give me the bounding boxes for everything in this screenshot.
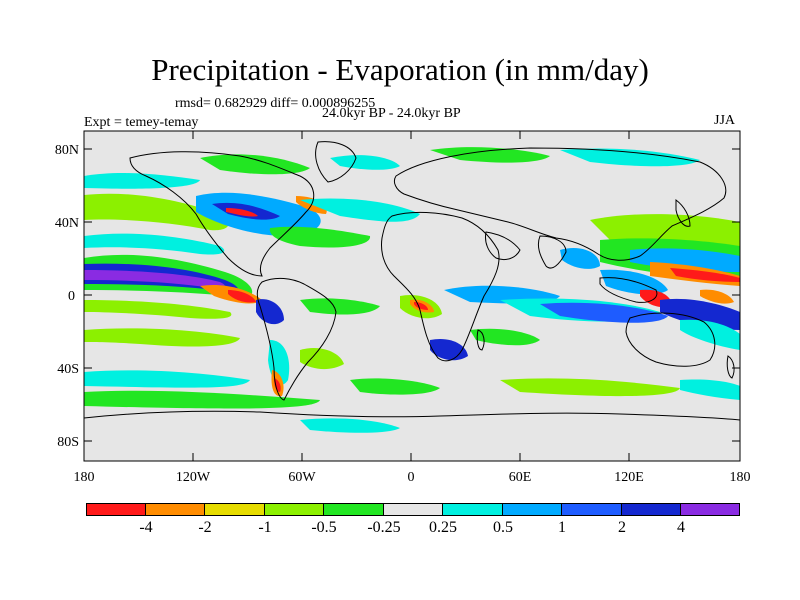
lat-label: 40S	[57, 362, 79, 377]
anomaly-patch	[680, 319, 740, 350]
coastline-north-america	[129, 151, 315, 277]
period-label: 24.0kyr BP - 24.0kyr BP	[322, 106, 461, 121]
anomaly-patch	[84, 390, 320, 409]
coastline-eurasia	[393, 147, 727, 261]
coastline-arabia	[485, 231, 521, 261]
lat-label: 40N	[55, 216, 79, 231]
coastline-antarctica	[84, 410, 740, 421]
coastline-australia	[625, 312, 716, 367]
anomaly-patch	[226, 208, 258, 217]
anomaly-patch	[300, 198, 420, 222]
anomaly-patch	[660, 298, 740, 330]
anomaly-patch	[84, 328, 240, 347]
anomaly-patch	[430, 147, 550, 163]
anomaly-patch	[274, 378, 281, 392]
colorbar-swatch	[384, 503, 443, 516]
anomaly-patch	[560, 148, 700, 167]
anomaly-patch	[300, 347, 344, 370]
colorbar-swatch	[562, 503, 622, 516]
anomaly-patch	[228, 290, 256, 303]
map-frame	[83, 130, 741, 462]
anomaly-patch	[269, 226, 371, 248]
anomaly-patch	[500, 378, 680, 397]
lon-label: 0	[408, 470, 415, 485]
colorbar-swatch	[86, 503, 146, 516]
lat-label: 0	[68, 289, 75, 304]
anomaly-patch	[84, 300, 232, 319]
coastline-south-america	[256, 277, 337, 401]
anomaly-patch	[560, 247, 600, 269]
coastline-greenland	[315, 141, 357, 183]
lon-label: 60W	[288, 470, 316, 485]
anomaly-patch	[300, 298, 380, 315]
lon-label: 180	[730, 470, 751, 485]
coastline-new-zealand	[726, 355, 735, 379]
anomaly-patch	[600, 269, 668, 295]
anomaly-patch	[700, 289, 734, 304]
experiment-label: Expt = temey-temay	[84, 115, 199, 130]
anomaly-patch	[540, 302, 668, 323]
lon-label: 180	[74, 470, 95, 485]
colorbar-label: -1	[258, 519, 272, 536]
colorbar-swatch	[146, 503, 205, 516]
colorbar-swatch	[265, 503, 324, 516]
colorbar-swatch	[443, 503, 503, 516]
latitude-axis: 80N 40N 0 40S 80S	[55, 143, 740, 450]
anomaly-patch	[84, 173, 200, 189]
colorbar-label: 1	[558, 519, 566, 536]
lat-label: 80S	[57, 435, 79, 450]
colorbar-label: -0.25	[367, 519, 401, 536]
anomaly-patch	[470, 328, 540, 346]
colorbar-label: 4	[677, 519, 685, 536]
coastline-madagascar	[476, 329, 485, 351]
coastline-india	[537, 235, 567, 269]
anomaly-field	[84, 147, 740, 433]
longitude-axis: 180 120W 60W 0 60E 120E 180	[74, 131, 751, 485]
colorbar-swatch	[681, 503, 740, 516]
colorbar-swatch	[622, 503, 681, 516]
anomaly-patch	[84, 370, 250, 388]
coastline-japan	[675, 198, 691, 227]
coastlines	[84, 141, 740, 421]
anomaly-patch	[350, 378, 440, 395]
lon-label: 120W	[176, 470, 211, 485]
anomaly-patch	[84, 233, 225, 255]
colorbar-label: 0.5	[493, 519, 513, 536]
lon-label: 60E	[509, 470, 532, 485]
colorbar-label: 2	[618, 519, 626, 536]
lat-label: 80N	[55, 143, 79, 158]
lon-label: 120E	[614, 470, 644, 485]
coastline-maritime-continent	[599, 277, 658, 303]
colorbar-label: 0.25	[429, 519, 457, 536]
anomaly-patch	[84, 193, 229, 231]
colorbar-swatch	[324, 503, 384, 516]
season-label: JJA	[714, 113, 736, 128]
plot-title: Precipitation - Evaporation (in mm/day)	[151, 52, 649, 87]
colorbar-label: -4	[139, 519, 153, 536]
coastline-africa	[381, 211, 500, 362]
colorbar-label: -0.5	[311, 519, 337, 536]
colorbar-swatch	[205, 503, 265, 516]
anomaly-patch	[680, 379, 740, 400]
colorbar-label: -2	[198, 519, 212, 536]
anomaly-patch	[670, 268, 740, 282]
anomaly-patch	[300, 418, 400, 433]
colorbar	[86, 503, 740, 516]
anomaly-patch	[330, 155, 400, 170]
anomaly-patch	[84, 270, 225, 288]
colorbar-swatch	[503, 503, 562, 516]
stats-label: rmsd= 0.682929 diff= 0.000896255	[175, 96, 376, 111]
